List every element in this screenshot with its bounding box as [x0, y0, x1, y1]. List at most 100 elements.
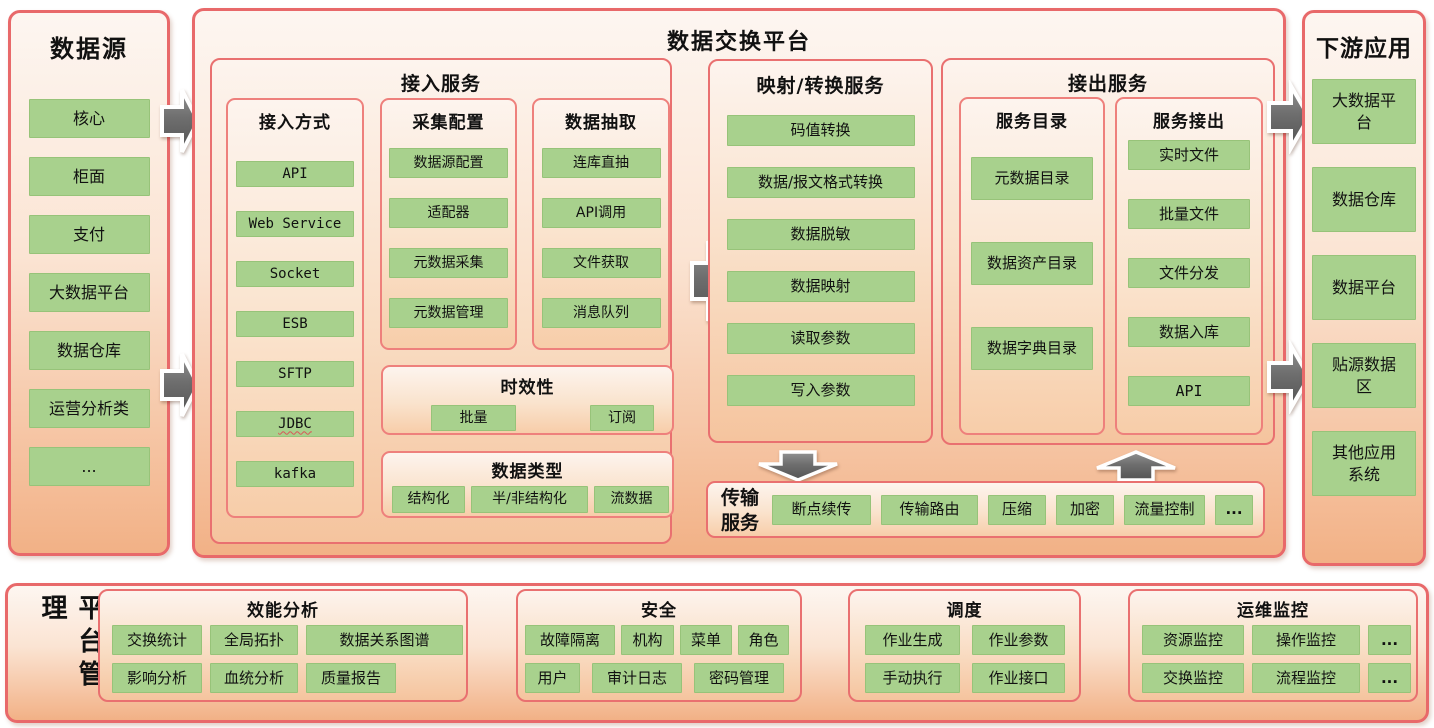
- security-title: 安全: [641, 601, 677, 621]
- efficiency-item: 数据关系图谱: [306, 625, 463, 655]
- mapping-item: 数据/报文格式转换: [726, 167, 915, 198]
- monitoring-item: 交换监控: [1142, 663, 1244, 693]
- transport-service-section: 传输服务 断点续传 传输路由 压缩 加密 流量控制 ...: [706, 481, 1265, 538]
- platform-panel: 数据交换平台 接入服务 接入方式 API Web Service Socket …: [192, 8, 1286, 558]
- downstream-item: 数据平台: [1312, 255, 1416, 320]
- datasource-item: 支付: [28, 215, 150, 254]
- scheduling-item: 作业生成: [865, 625, 960, 655]
- access-method-item: API: [236, 161, 354, 187]
- monitoring-section: 运维监控 资源监控 操作监控 ... 交换监控 流程监控 ...: [1128, 589, 1418, 702]
- scheduling-row2: 手动执行 作业接口: [865, 663, 1065, 693]
- flow-arrow-right-icon: [1267, 80, 1312, 154]
- datasource-item: 大数据平台: [28, 273, 150, 312]
- access-method-item: kafka: [236, 461, 354, 487]
- monitoring-item: 操作监控: [1252, 625, 1360, 655]
- collect-config-box: 采集配置 数据源配置 适配器 元数据采集 元数据管理: [380, 98, 517, 350]
- downstream-item: 其他应用系统: [1312, 431, 1416, 496]
- timeliness-item: 订阅: [590, 405, 654, 431]
- datasource-item: ...: [28, 447, 150, 486]
- service-out-item: 批量文件: [1128, 199, 1250, 229]
- monitoring-item: ...: [1368, 625, 1411, 655]
- security-item: 用户: [525, 663, 580, 693]
- datasource-panel: 数据源 核心 柜面 支付 大数据平台 数据仓库 运营分析类 ...: [8, 10, 170, 556]
- data-extract-item: 连库直抽: [541, 148, 661, 178]
- scheduling-row1: 作业生成 作业参数: [865, 625, 1065, 655]
- transport-service-title: 传输服务: [720, 487, 759, 534]
- mapping-item: 数据映射: [726, 271, 915, 302]
- collect-config-item: 元数据采集: [389, 248, 508, 278]
- timeliness-title: 时效性: [500, 378, 555, 398]
- access-method-item: Web Service: [236, 211, 354, 237]
- service-out-item: 文件分发: [1128, 258, 1250, 288]
- transport-item: 传输路由: [881, 494, 978, 525]
- downstream-panel: 下游应用 大数据平台 数据仓库 数据平台 贴源数据区 其他应用系统: [1302, 10, 1426, 566]
- scheduling-title: 调度: [946, 601, 983, 621]
- timeliness-item: 批量: [431, 405, 516, 431]
- datasource-title: 数据源: [50, 35, 128, 63]
- scheduling-item: 作业接口: [972, 663, 1065, 693]
- datatypes-list: 结构化 半/非结构化 流数据: [392, 486, 669, 513]
- service-out-list: 实时文件 批量文件 文件分发 数据入库 API: [1117, 140, 1261, 406]
- service-out-title: 服务接出: [1153, 112, 1225, 132]
- management-panel: 平台管理 效能分析 交换统计 全局拓扑 数据关系图谱 影响分析 血统分析 质量报…: [5, 583, 1429, 723]
- monitoring-row1: 资源监控 操作监控 ...: [1142, 625, 1411, 655]
- scheduling-item: 作业参数: [972, 625, 1065, 655]
- mapping-item: 码值转换: [726, 115, 915, 146]
- access-methods-list: API Web Service Socket ESB SFTP JDBC kaf…: [228, 161, 362, 487]
- monitoring-item: 流程监控: [1252, 663, 1360, 693]
- mapping-item: 写入参数: [726, 375, 915, 406]
- security-item: 菜单: [680, 625, 732, 655]
- service-catalog-item: 数据字典目录: [971, 327, 1093, 370]
- monitoring-item: 资源监控: [1142, 625, 1244, 655]
- access-method-item: JDBC: [236, 411, 354, 437]
- security-item: 密码管理: [694, 663, 784, 693]
- efficiency-row2: 影响分析 血统分析 质量报告: [112, 663, 396, 693]
- mapping-item: 读取参数: [726, 323, 915, 354]
- efficiency-item: 血统分析: [210, 663, 298, 693]
- collect-config-item: 元数据管理: [389, 298, 508, 328]
- efficiency-title: 效能分析: [247, 601, 319, 621]
- datasource-item: 运营分析类: [28, 389, 150, 428]
- data-extract-box: 数据抽取 连库直抽 API调用 文件获取 消息队列: [532, 98, 670, 350]
- scheduling-section: 调度 作业生成 作业参数 手动执行 作业接口: [848, 589, 1081, 702]
- access-method-item: ESB: [236, 311, 354, 337]
- monitoring-row2: 交换监控 流程监控 ...: [1142, 663, 1411, 693]
- transport-item: 压缩: [988, 494, 1046, 525]
- data-extract-item: API调用: [541, 198, 661, 228]
- service-catalog-list: 元数据目录 数据资产目录 数据字典目录: [961, 157, 1103, 370]
- datasource-list: 核心 柜面 支付 大数据平台 数据仓库 运营分析类 ...: [11, 99, 167, 486]
- service-out-item: 实时文件: [1128, 140, 1250, 170]
- datasource-item: 数据仓库: [28, 331, 150, 370]
- access-methods-box: 接入方式 API Web Service Socket ESB SFTP JDB…: [226, 98, 364, 518]
- scheduling-item: 手动执行: [865, 663, 960, 693]
- downstream-item: 数据仓库: [1312, 167, 1416, 232]
- transport-item: 加密: [1056, 494, 1114, 525]
- outbound-service-section: 接出服务 服务目录 元数据目录 数据资产目录 数据字典目录 服务接出 实时文件 …: [941, 58, 1275, 445]
- flow-arrow-right-icon: [160, 353, 201, 417]
- service-out-item: API: [1128, 376, 1250, 406]
- service-catalog-item: 元数据目录: [971, 157, 1093, 200]
- mapping-service-title: 映射/转换服务: [756, 75, 885, 97]
- collect-config-item: 适配器: [389, 198, 508, 228]
- transport-list: 断点续传 传输路由 压缩 加密 流量控制 ...: [772, 483, 1253, 536]
- datasource-item: 核心: [28, 99, 150, 138]
- datasource-item: 柜面: [28, 157, 150, 196]
- transport-item: 断点续传: [772, 494, 871, 525]
- efficiency-item: 影响分析: [112, 663, 202, 693]
- security-item: 审计日志: [592, 663, 682, 693]
- access-method-item: Socket: [236, 261, 354, 287]
- mapping-item: 数据脱敏: [726, 219, 915, 250]
- downstream-item: 贴源数据区: [1312, 343, 1416, 408]
- efficiency-section: 效能分析 交换统计 全局拓扑 数据关系图谱 影响分析 血统分析 质量报告: [98, 589, 468, 702]
- datatypes-title: 数据类型: [491, 462, 564, 482]
- management-title: 平台管理: [37, 594, 104, 693]
- data-extract-list: 连库直抽 API调用 文件获取 消息队列: [534, 148, 668, 328]
- collect-config-title: 采集配置: [412, 113, 485, 133]
- timeliness-box: 时效性 批量 订阅: [381, 365, 674, 435]
- transport-item: ...: [1215, 494, 1253, 525]
- security-row1: 故障隔离 机构 菜单 角色: [525, 625, 789, 655]
- data-extract-item: 文件获取: [541, 248, 661, 278]
- mapping-service-list: 码值转换 数据/报文格式转换 数据脱敏 数据映射 读取参数 写入参数: [710, 115, 931, 406]
- flow-arrow-down-icon: [758, 450, 838, 482]
- service-catalog-title: 服务目录: [996, 112, 1068, 132]
